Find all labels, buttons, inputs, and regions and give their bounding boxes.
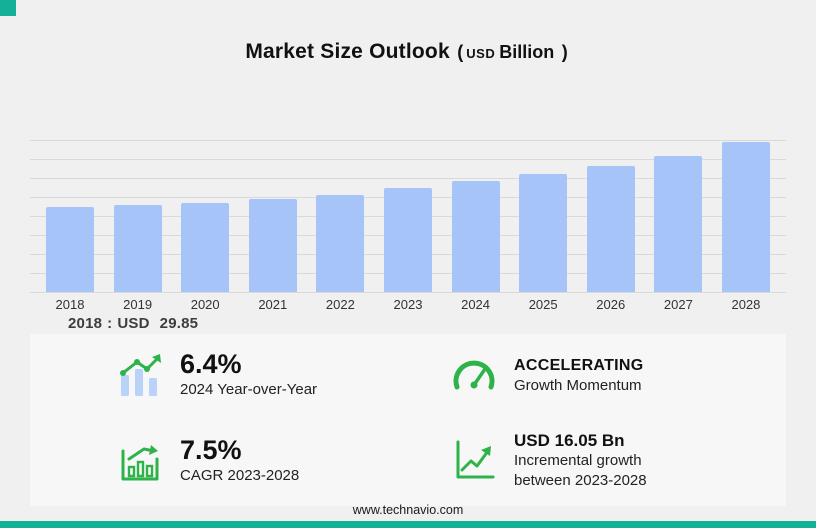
stat-cagr-text: 7.5% CAGR 2023-2028: [180, 435, 300, 485]
page-title: Market Size Outlook (USD Billion ): [0, 40, 816, 64]
x-axis: 2018 2019 2020 2021 2022 2023 2024 2025 2026 2027…: [30, 297, 786, 312]
bar-2018: [46, 207, 94, 292]
note-value: 29.85: [159, 315, 199, 332]
corner-accent-square: [0, 0, 16, 16]
stat-yoy-label: 2024 Year-over-Year: [180, 380, 318, 398]
bar-2020: [181, 203, 230, 292]
stat-incremental-label-line1: Incremental growth: [514, 452, 642, 470]
stat-cagr-value: 7.5%: [180, 435, 242, 465]
bar-2028: [721, 142, 770, 292]
stat-incremental-value: USD 16.05 Bn: [514, 431, 625, 450]
stat-yoy: 6.4% 2024 Year-over-Year: [116, 349, 318, 399]
bar-2024: [451, 181, 500, 292]
stat-incremental: USD 16.05 Bn Incremental growth between …: [450, 430, 647, 490]
bottom-accent-strip: [0, 521, 816, 528]
cagr-chart-icon: [121, 444, 159, 481]
x-label-2028: 2028: [731, 297, 761, 312]
bar-2022: [316, 195, 365, 292]
stat-incremental-label-line2: between 2023-2028: [514, 471, 647, 489]
stat-yoy-text: 6.4% 2024 Year-over-Year: [180, 349, 318, 399]
x-label-2024: 2024: [461, 297, 491, 312]
incremental-growth-icon: [456, 440, 495, 479]
x-label-2018: 2018: [55, 297, 85, 312]
x-label-2021: 2021: [258, 297, 288, 312]
x-label-2020: 2020: [190, 297, 220, 312]
x-label-2025: 2025: [528, 297, 558, 312]
bar-2026: [586, 166, 635, 292]
bar-2021: [248, 199, 297, 292]
bar-chart: [30, 140, 786, 293]
title-currency: USD: [466, 46, 496, 61]
bar-group: [30, 140, 786, 292]
yoy-bars-icon: [120, 353, 161, 396]
bar-2027: [654, 156, 703, 292]
stat-momentum-text: ACCELERATING Growth Momentum: [514, 356, 644, 396]
x-label-2023: 2023: [393, 297, 423, 312]
stat-momentum-label: Growth Momentum: [514, 377, 642, 395]
title-paren-open: (: [457, 42, 464, 62]
title-unit-word: Billion: [499, 42, 555, 62]
stat-incremental-text: USD 16.05 Bn Incremental growth between …: [514, 430, 647, 490]
title-paren-close: ): [561, 42, 568, 62]
gridline: [30, 159, 786, 160]
note-currency: USD: [117, 315, 150, 332]
stat-momentum: ACCELERATING Growth Momentum: [450, 352, 644, 400]
bar-2025: [519, 174, 568, 292]
baseline-value-note: 2018: USD 29.85: [68, 315, 198, 332]
note-separator: :: [107, 315, 113, 332]
footer-url: www.technavio.com: [352, 503, 464, 517]
bar-2019: [113, 205, 162, 292]
stat-cagr-label: CAGR 2023-2028: [180, 466, 300, 484]
x-label-2027: 2027: [663, 297, 693, 312]
gauge-icon: [453, 360, 495, 390]
gridline: [30, 140, 786, 141]
x-label-2026: 2026: [596, 297, 626, 312]
title-text: Market Size Outlook: [245, 40, 450, 63]
stats-panel: 6.4% 2024 Year-over-Year ACCELERATING Gr…: [30, 334, 786, 506]
note-year: 2018: [68, 315, 103, 332]
gridline: [30, 292, 786, 293]
stat-cagr: 7.5% CAGR 2023-2028: [116, 435, 300, 485]
bar-2023: [383, 188, 432, 292]
stat-yoy-value: 6.4%: [180, 349, 242, 379]
gridline: [30, 178, 786, 179]
stat-momentum-value: ACCELERATING: [514, 357, 644, 375]
x-label-2019: 2019: [123, 297, 153, 312]
x-label-2022: 2022: [325, 297, 355, 312]
